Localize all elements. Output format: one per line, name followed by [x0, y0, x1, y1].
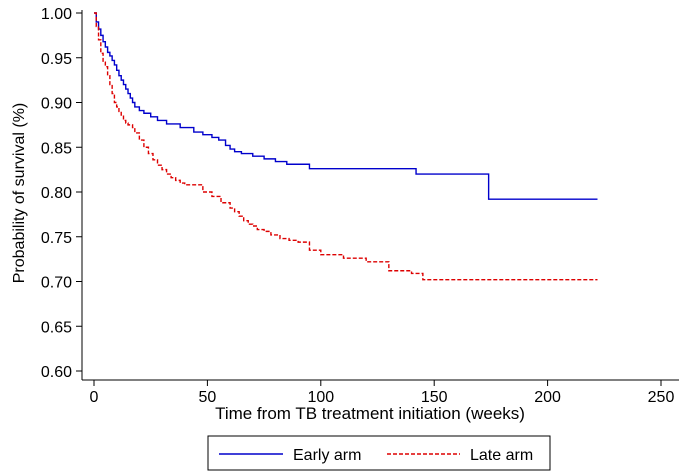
x-axis-ticks: 0 50 100 150 200 250 [90, 380, 675, 406]
y-tick-label: 0.95 [41, 51, 72, 68]
legend-box [207, 435, 551, 471]
y-tick-label: 0.70 [41, 275, 72, 292]
x-tick-label: 100 [307, 389, 334, 406]
legend: Early arm Late arm [207, 435, 551, 471]
x-tick-label: 0 [90, 389, 99, 406]
legend-label-early: Early arm [293, 447, 361, 464]
y-tick-label: 0.85 [41, 140, 72, 157]
series-layer [94, 12, 598, 281]
y-tick-label: 0.90 [41, 96, 72, 113]
y-axis-ticks: 0.60 0.65 0.70 0.75 0.80 0.85 0.90 0.95 1.00 [41, 6, 82, 381]
plot-area: 0.60 0.65 0.70 0.75 0.80 0.85 0.90 0.95 1.00 0 50… [41, 6, 679, 406]
y-axis-label: Probability of survival (%) [11, 103, 28, 284]
plot-frame [82, 10, 679, 380]
x-tick-label: 150 [421, 389, 448, 406]
x-tick-label: 200 [534, 389, 561, 406]
x-tick-label: 50 [199, 389, 217, 406]
y-tick-label: 0.75 [41, 230, 72, 247]
series-line-early-arm [94, 12, 598, 200]
series-line-late-arm [94, 12, 598, 281]
legend-label-late: Late arm [470, 447, 533, 464]
x-axis-label: Time from TB treatment initiation (weeks… [215, 404, 525, 423]
y-tick-label: 0.65 [41, 319, 72, 336]
x-tick-label: 250 [648, 389, 675, 406]
y-tick-label: 1.00 [41, 6, 72, 23]
y-tick-label: 0.60 [41, 364, 72, 381]
y-tick-label: 0.80 [41, 185, 72, 202]
